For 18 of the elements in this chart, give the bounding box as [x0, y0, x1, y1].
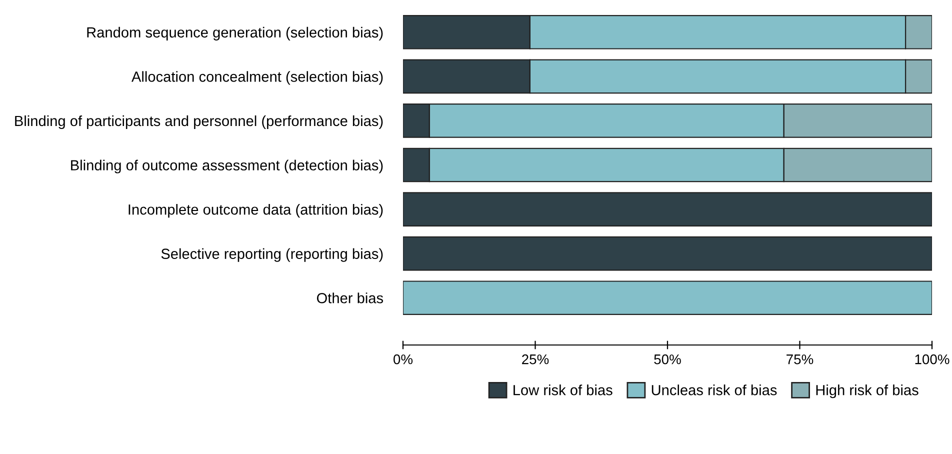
x-tick-label: 100%	[915, 354, 950, 364]
bar	[403, 280, 932, 316]
legend-label: Uncleas risk of bias	[652, 384, 777, 396]
x-tick-label: 25%	[522, 354, 549, 364]
legend-label: Low risk of bias	[514, 384, 612, 396]
y-tick-label: Incomplete outcome data (attrition bias)	[128, 204, 383, 218]
x-tick-label: 75%	[786, 354, 814, 364]
x-tick-label: 0%	[394, 354, 413, 364]
y-tick-label: Blinding of outcome assessment (detection bias)	[71, 160, 383, 174]
legend-label: High risk of bias	[816, 384, 918, 398]
bar	[403, 236, 932, 271]
x-tick-label: 50%	[654, 354, 681, 364]
y-tick-label: Selective reporting (reporting bias)	[161, 248, 383, 262]
bar	[403, 192, 932, 226]
y-tick-label: Other bias	[316, 292, 384, 304]
y-tick-label: Blinding of participants and personnel (performance bias)	[15, 115, 383, 130]
y-tick-label: Allocation concealment (selection bias)	[132, 71, 383, 85]
y-tick-label: Random sequence generation (selection bias)	[87, 26, 383, 40]
